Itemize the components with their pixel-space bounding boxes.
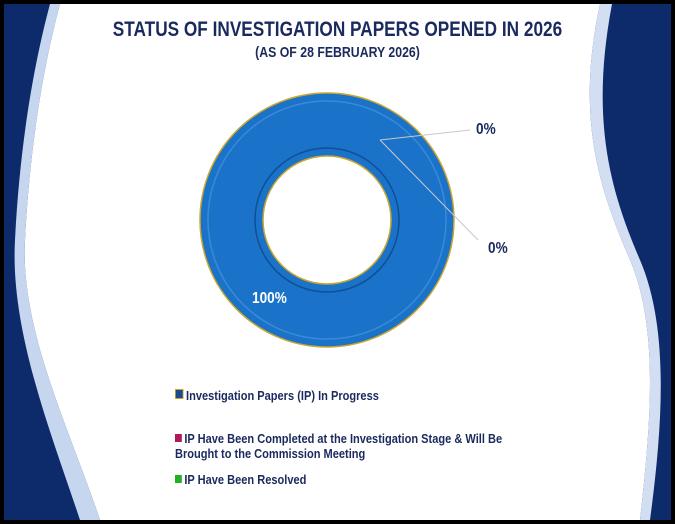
donut-slice xyxy=(200,93,454,347)
donut-ring-edge xyxy=(254,147,400,293)
data-label-in-progress: 100% xyxy=(252,290,287,307)
legend-item-in-progress: Investigation Papers (IP) In Progress xyxy=(175,388,524,403)
legend-swatch xyxy=(175,434,182,442)
chart-title: STATUS OF INVESTIGATION PAPERS OPENED IN… xyxy=(112,18,563,41)
legend-item-completed: IP Have Been Completed at the Investigat… xyxy=(175,431,524,461)
legend-label: Investigation Papers (IP) In Progress xyxy=(186,388,379,403)
chart-subtitle: (AS OF 28 FEBRUARY 2026) xyxy=(255,44,420,61)
data-label-completed: 0% xyxy=(476,121,496,138)
donut-ring-edge xyxy=(262,155,392,285)
donut-ring-edge xyxy=(199,92,455,348)
leader-line xyxy=(379,139,479,241)
legend-item-resolved: IP Have Been Resolved xyxy=(175,472,524,487)
donut-ring-edge xyxy=(207,100,447,340)
data-label-resolved: 0% xyxy=(488,240,508,257)
donut-chart xyxy=(199,92,479,348)
legend-label: IP Have Been Resolved xyxy=(184,472,307,487)
legend-swatch xyxy=(175,475,182,483)
legend-swatch xyxy=(175,389,184,399)
leader-line xyxy=(379,129,471,141)
legend-label: IP Have Been Completed at the Investigat… xyxy=(175,431,503,461)
